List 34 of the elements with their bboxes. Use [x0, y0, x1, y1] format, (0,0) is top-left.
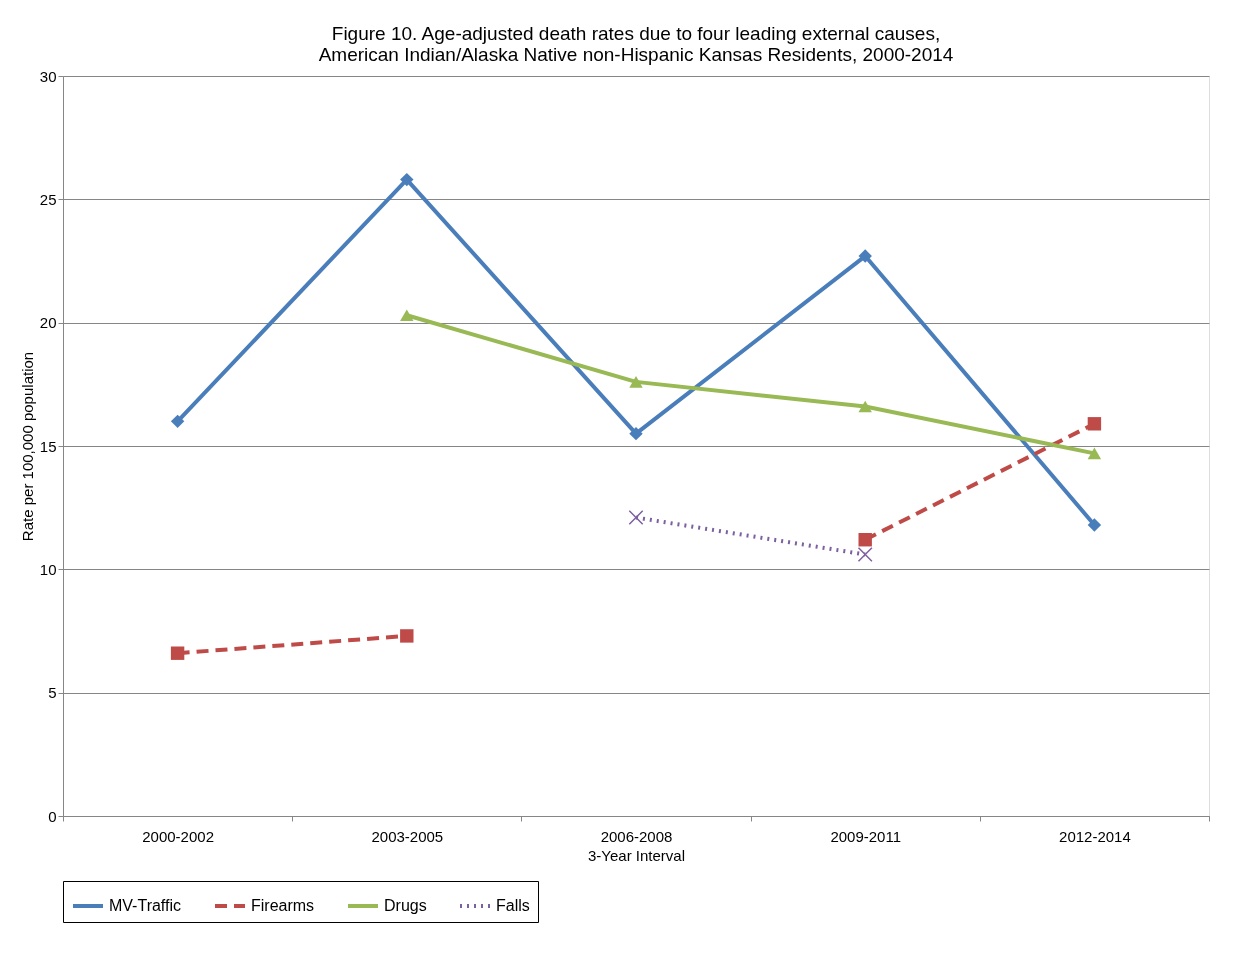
y-tick-label: 0 [48, 807, 57, 825]
y-tick-label: 30 [39, 67, 57, 85]
legend-label: Falls [496, 897, 530, 914]
legend-label: Firearms [251, 897, 315, 914]
y-tick-label: 25 [39, 190, 57, 208]
x-tick-label: 2009-2011 [830, 827, 902, 845]
point [628, 510, 644, 525]
point [1087, 417, 1102, 431]
y-tick-label: 15 [39, 437, 57, 455]
x-tick-label: 2006-2008 [600, 827, 673, 845]
point [629, 426, 643, 441]
point [858, 533, 872, 547]
point [1087, 447, 1102, 460]
legend-label: MV-Traffic [109, 897, 182, 914]
x-tick-label: 2000-2002 [142, 827, 214, 845]
point [170, 414, 185, 429]
x-axis-title: 3-Year Interval [587, 846, 686, 864]
point [858, 249, 872, 263]
point [400, 309, 414, 322]
point [170, 646, 185, 660]
point [858, 400, 872, 413]
y-tick-label: 20 [39, 314, 57, 332]
legend-label: Drugs [384, 897, 427, 914]
y-tick-label: 5 [48, 684, 57, 702]
y-axis-title: Rate per 100,000 population [18, 351, 36, 542]
chart-title: Figure 10. Age-adjusted death rates due to four leading external causes, American Indian/Alaska Native non-Hispanic Kansas Residents, 2000-2014 [318, 23, 954, 65]
point [1087, 518, 1102, 532]
point [857, 547, 873, 562]
point [629, 376, 643, 388]
point [400, 172, 414, 187]
x-tick-label: 2003-2005 [371, 827, 444, 845]
point [400, 629, 414, 643]
x-tick-label: 2012-2014 [1059, 827, 1131, 845]
y-tick-label: 10 [39, 560, 57, 578]
